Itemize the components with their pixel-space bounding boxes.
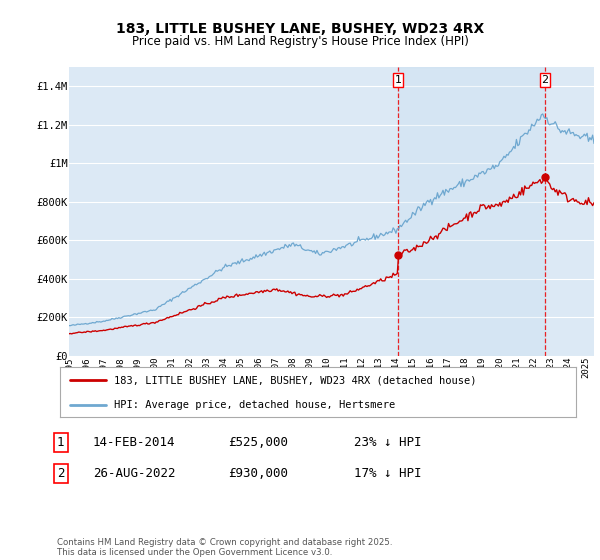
- Text: 23% ↓ HPI: 23% ↓ HPI: [354, 436, 421, 449]
- Text: Price paid vs. HM Land Registry's House Price Index (HPI): Price paid vs. HM Land Registry's House …: [131, 35, 469, 48]
- Text: HPI: Average price, detached house, Hertsmere: HPI: Average price, detached house, Hert…: [114, 400, 395, 409]
- Text: 1: 1: [395, 75, 401, 85]
- Text: 183, LITTLE BUSHEY LANE, BUSHEY, WD23 4RX: 183, LITTLE BUSHEY LANE, BUSHEY, WD23 4R…: [116, 22, 484, 36]
- Text: £525,000: £525,000: [228, 436, 288, 449]
- Text: Contains HM Land Registry data © Crown copyright and database right 2025.
This d: Contains HM Land Registry data © Crown c…: [57, 538, 392, 557]
- Text: 14-FEB-2014: 14-FEB-2014: [93, 436, 176, 449]
- Text: 2: 2: [57, 466, 65, 480]
- Text: 26-AUG-2022: 26-AUG-2022: [93, 466, 176, 480]
- Text: 17% ↓ HPI: 17% ↓ HPI: [354, 466, 421, 480]
- Text: 1: 1: [57, 436, 65, 449]
- Text: £930,000: £930,000: [228, 466, 288, 480]
- Bar: [398, 67, 545, 356]
- Text: 183, LITTLE BUSHEY LANE, BUSHEY, WD23 4RX (detached house): 183, LITTLE BUSHEY LANE, BUSHEY, WD23 4R…: [114, 375, 476, 385]
- Text: 2: 2: [541, 75, 548, 85]
